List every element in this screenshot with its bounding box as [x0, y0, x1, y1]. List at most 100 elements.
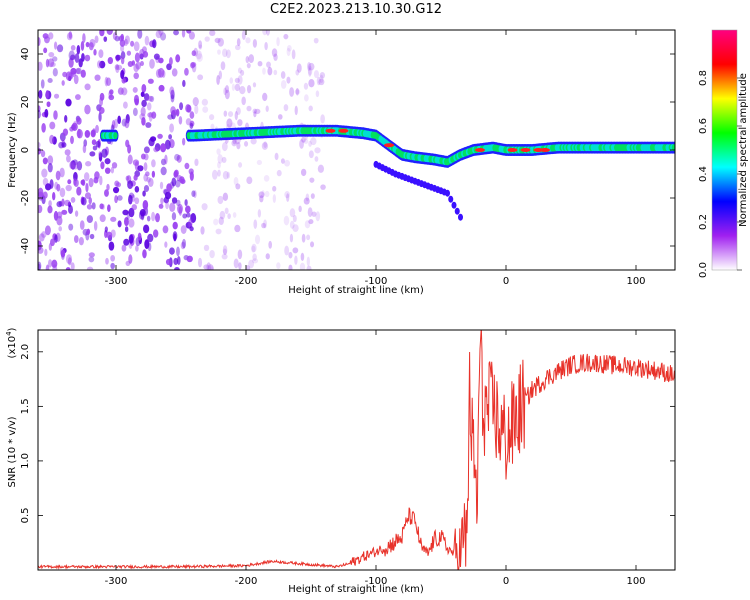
spectrogram-speckle	[222, 245, 228, 256]
spectrogram-speckle	[149, 58, 155, 69]
x-tick-label: -300	[105, 576, 128, 587]
spectrogram-speckle	[234, 77, 240, 84]
spectrogram-speckle	[131, 204, 138, 211]
spectrogram-speckle	[153, 146, 159, 153]
spectrogram-speckle	[296, 63, 302, 73]
spectrogram-speckle	[235, 183, 241, 190]
spectrogram-speckle	[175, 54, 181, 63]
spectrogram-speckle	[189, 122, 194, 129]
spectrogram-speckle	[180, 241, 186, 250]
spectrogram-speckle	[123, 238, 130, 246]
spectrogram-speckle	[131, 60, 136, 66]
spectrogram-speckle	[309, 177, 315, 183]
spectrogram-speckle	[164, 241, 168, 248]
spectrogram-speckle	[98, 152, 103, 162]
spectrogram-speckle	[319, 72, 326, 79]
spectrogram-speckle	[193, 190, 197, 199]
x-tick-label: 100	[626, 576, 645, 587]
spectrogram-speckle	[171, 68, 178, 77]
spectrogram-speckle	[274, 152, 279, 161]
spectrogram-speckle	[307, 65, 313, 76]
spectrogram-speckle	[173, 257, 179, 266]
spectrogram-speckle	[108, 241, 115, 251]
spectrogram-speckle	[252, 253, 257, 262]
spectrogram-speckle	[81, 53, 85, 62]
spectrogram-speckle	[197, 257, 203, 268]
spectrogram-speckle	[150, 136, 157, 142]
spectrogram-speckle	[114, 195, 118, 204]
spectrogram-speckle	[246, 176, 253, 185]
spectrogram-speckle	[320, 114, 325, 124]
spectrogram-speckle	[88, 256, 95, 263]
spectrogram-speckle	[300, 252, 305, 261]
spectrogram-speckle	[144, 35, 150, 46]
spectrogram-speckle	[229, 77, 234, 84]
spectrogram-speckle	[126, 50, 132, 56]
spectrogram-speckle	[245, 37, 251, 44]
spectrogram-speckle	[45, 89, 49, 99]
spectrogram-speckle	[106, 183, 110, 191]
spectrogram-speckle	[115, 182, 122, 188]
spectrogram-speckle	[179, 102, 184, 111]
y-tick-label: 20	[20, 96, 31, 109]
spectrogram-speckle	[213, 218, 219, 226]
spectrogram-speckle	[103, 36, 108, 42]
ridge-branch	[445, 189, 450, 197]
spectrogram-speckle	[308, 79, 315, 88]
spectrogram-speckle	[121, 118, 127, 127]
spectrogram-speckle	[77, 128, 81, 139]
spectrogram-speckle	[158, 57, 164, 64]
spectrogram-speckle	[120, 44, 125, 52]
spectrogram-x-ticks: -300 -200 -100 0 100	[105, 30, 646, 287]
spectrogram-speckle	[84, 83, 91, 91]
spectrogram-speckle	[120, 57, 125, 65]
spectrogram-speckle	[237, 119, 243, 127]
spectrogram-speckle	[64, 115, 68, 123]
spectrogram-speckle	[164, 191, 172, 200]
spectrogram-speckle	[121, 87, 128, 96]
spectrogram-speckle	[172, 221, 178, 230]
spectrogram-speckle	[241, 30, 246, 40]
spectrogram-speckle	[253, 111, 257, 118]
spectrogram-speckle	[175, 179, 181, 188]
spectrogram-speckle	[126, 210, 130, 220]
spectrogram-speckle	[125, 260, 131, 267]
spectrogram-speckle	[79, 220, 85, 230]
spectrogram-speckle	[168, 57, 173, 66]
ridge-peak	[325, 128, 336, 133]
spectrogram-speckle	[197, 74, 204, 81]
spectrogram-speckle	[234, 83, 241, 92]
spectrogram-speckle	[70, 71, 77, 77]
spectrogram-speckle	[303, 138, 309, 144]
spectrogram-speckle	[133, 94, 140, 105]
spectrogram-speckle	[286, 44, 292, 52]
spectrogram-speckle	[294, 105, 298, 116]
spectrogram-speckle	[132, 107, 138, 117]
spectrogram-y-ticks: -40 -20 0 20 40	[20, 48, 675, 254]
spectrogram-speckle	[256, 159, 263, 166]
spectrogram-speckle	[284, 191, 290, 199]
spectrogram-speckle	[116, 195, 123, 201]
spectrogram-speckle	[280, 158, 285, 164]
colorbar-ticks: 0.0 0.2 0.4 0.6 0.8	[698, 70, 742, 278]
y-tick-label: 40	[20, 48, 31, 61]
ridge-core	[113, 132, 118, 140]
spectrogram-speckle	[38, 261, 42, 270]
spectrogram-speckle	[121, 244, 127, 252]
spectrogram-speckle	[56, 183, 61, 192]
spectrogram-speckle	[191, 190, 196, 198]
spectrogram-speckle	[38, 246, 44, 254]
spectrogram-speckle	[236, 141, 241, 150]
spectrogram-speckle	[189, 226, 194, 232]
x-tick-label: 0	[503, 576, 509, 587]
spectrogram-speckle	[169, 123, 175, 133]
spectrogram-speckle	[42, 33, 49, 39]
spectrogram-speckle	[165, 258, 172, 266]
spectrogram-speckle	[99, 214, 106, 223]
snr-multiplier: (x104)	[5, 327, 18, 358]
spectrogram-speckle	[99, 30, 105, 37]
spectrogram-speckle	[58, 226, 63, 232]
spectrogram-speckle	[172, 231, 178, 241]
spectrogram-speckle	[261, 222, 267, 229]
